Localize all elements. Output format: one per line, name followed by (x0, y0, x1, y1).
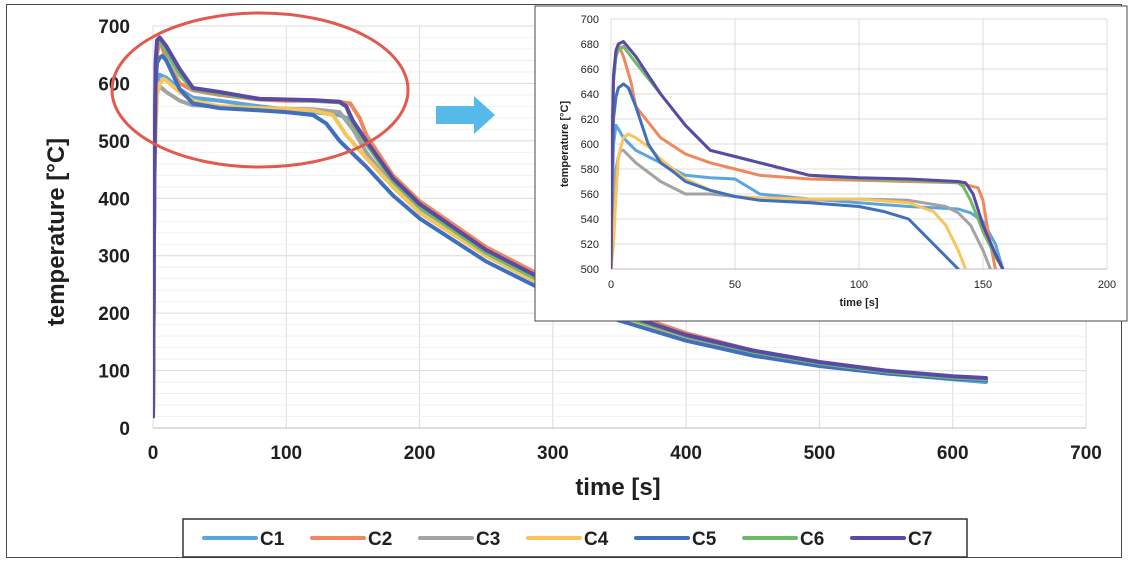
highlight-ellipse (110, 11, 410, 169)
x-tick-label: 150 (974, 279, 992, 291)
legend-label-c7: C7 (908, 529, 932, 550)
main-series-group (153, 35, 988, 419)
y-tick-label: 700 (581, 14, 599, 26)
y-tick-label: 600 (98, 74, 130, 95)
main-tick-labels: 0 100 200 300 400 500 600 700010020030040050060… (98, 17, 1102, 464)
legend-label-c4: C4 (584, 529, 609, 550)
series-line-c5 (611, 82, 960, 269)
inset-gridlines (610, 18, 1108, 270)
x-tick-label: 50 (729, 279, 741, 291)
y-tick-label: 600 (581, 139, 599, 151)
x-tick-label: 500 (804, 443, 836, 464)
y-tick-label: 620 (581, 114, 599, 126)
x-tick-label: 100 (850, 279, 868, 291)
inset-tick-labels: 0 50 100 150 200 500 520 540 560 580 600 620 640 660 6… (581, 14, 1117, 291)
y-tick-label: 660 (581, 64, 599, 76)
x-tick-label: 600 (937, 443, 969, 464)
inset-x-axis-title: time [s] (839, 297, 878, 309)
x-tick-label: 0 (608, 279, 614, 291)
y-tick-label: 500 (98, 132, 130, 153)
series-line-c5 (153, 53, 988, 419)
y-tick-label: 300 (98, 247, 130, 268)
legend-label-c3: C3 (476, 529, 500, 550)
legend-label-c2: C2 (368, 529, 392, 550)
inset-frame (534, 5, 1128, 322)
y-tick-label: 200 (98, 304, 130, 325)
y-tick-label: 100 (98, 362, 130, 383)
x-tick-label: 0 (148, 443, 159, 464)
series-line-c7 (611, 40, 1005, 269)
x-tick-label: 400 (670, 443, 702, 464)
y-tick-label: 540 (581, 214, 599, 226)
y-tick-label: 0 (119, 419, 130, 440)
y-tick-label: 520 (581, 239, 599, 251)
legend-label-c5: C5 (692, 529, 717, 550)
series-line-c1 (611, 123, 1005, 269)
x-tick-label: 200 (1098, 279, 1116, 291)
y-tick-label: 400 (98, 189, 130, 210)
legend-label-c1: C1 (260, 529, 285, 550)
series-line-c7 (153, 35, 988, 419)
y-tick-label: 680 (581, 39, 599, 51)
main-y-axis-title: temperature [°C] (43, 138, 70, 326)
x-tick-label: 200 (404, 443, 436, 464)
inset-series-group (611, 40, 1005, 269)
inset-y-axis-title: temperature [°C] (559, 101, 571, 188)
y-tick-label: 500 (581, 264, 599, 276)
x-tick-label: 700 (1070, 443, 1102, 464)
callout-arrow-icon (436, 96, 495, 134)
y-tick-label: 640 (581, 89, 599, 101)
main-x-axis-title: time [s] (575, 474, 660, 501)
legend-label-c6: C6 (800, 529, 824, 550)
x-tick-label: 300 (537, 443, 569, 464)
y-tick-label: 560 (581, 189, 599, 201)
y-tick-label: 580 (581, 164, 599, 176)
legend: C1 C2 C3 C4 C5 C6 C7 (202, 529, 932, 550)
x-tick-label: 100 (270, 443, 302, 464)
y-tick-label: 700 (98, 17, 130, 38)
